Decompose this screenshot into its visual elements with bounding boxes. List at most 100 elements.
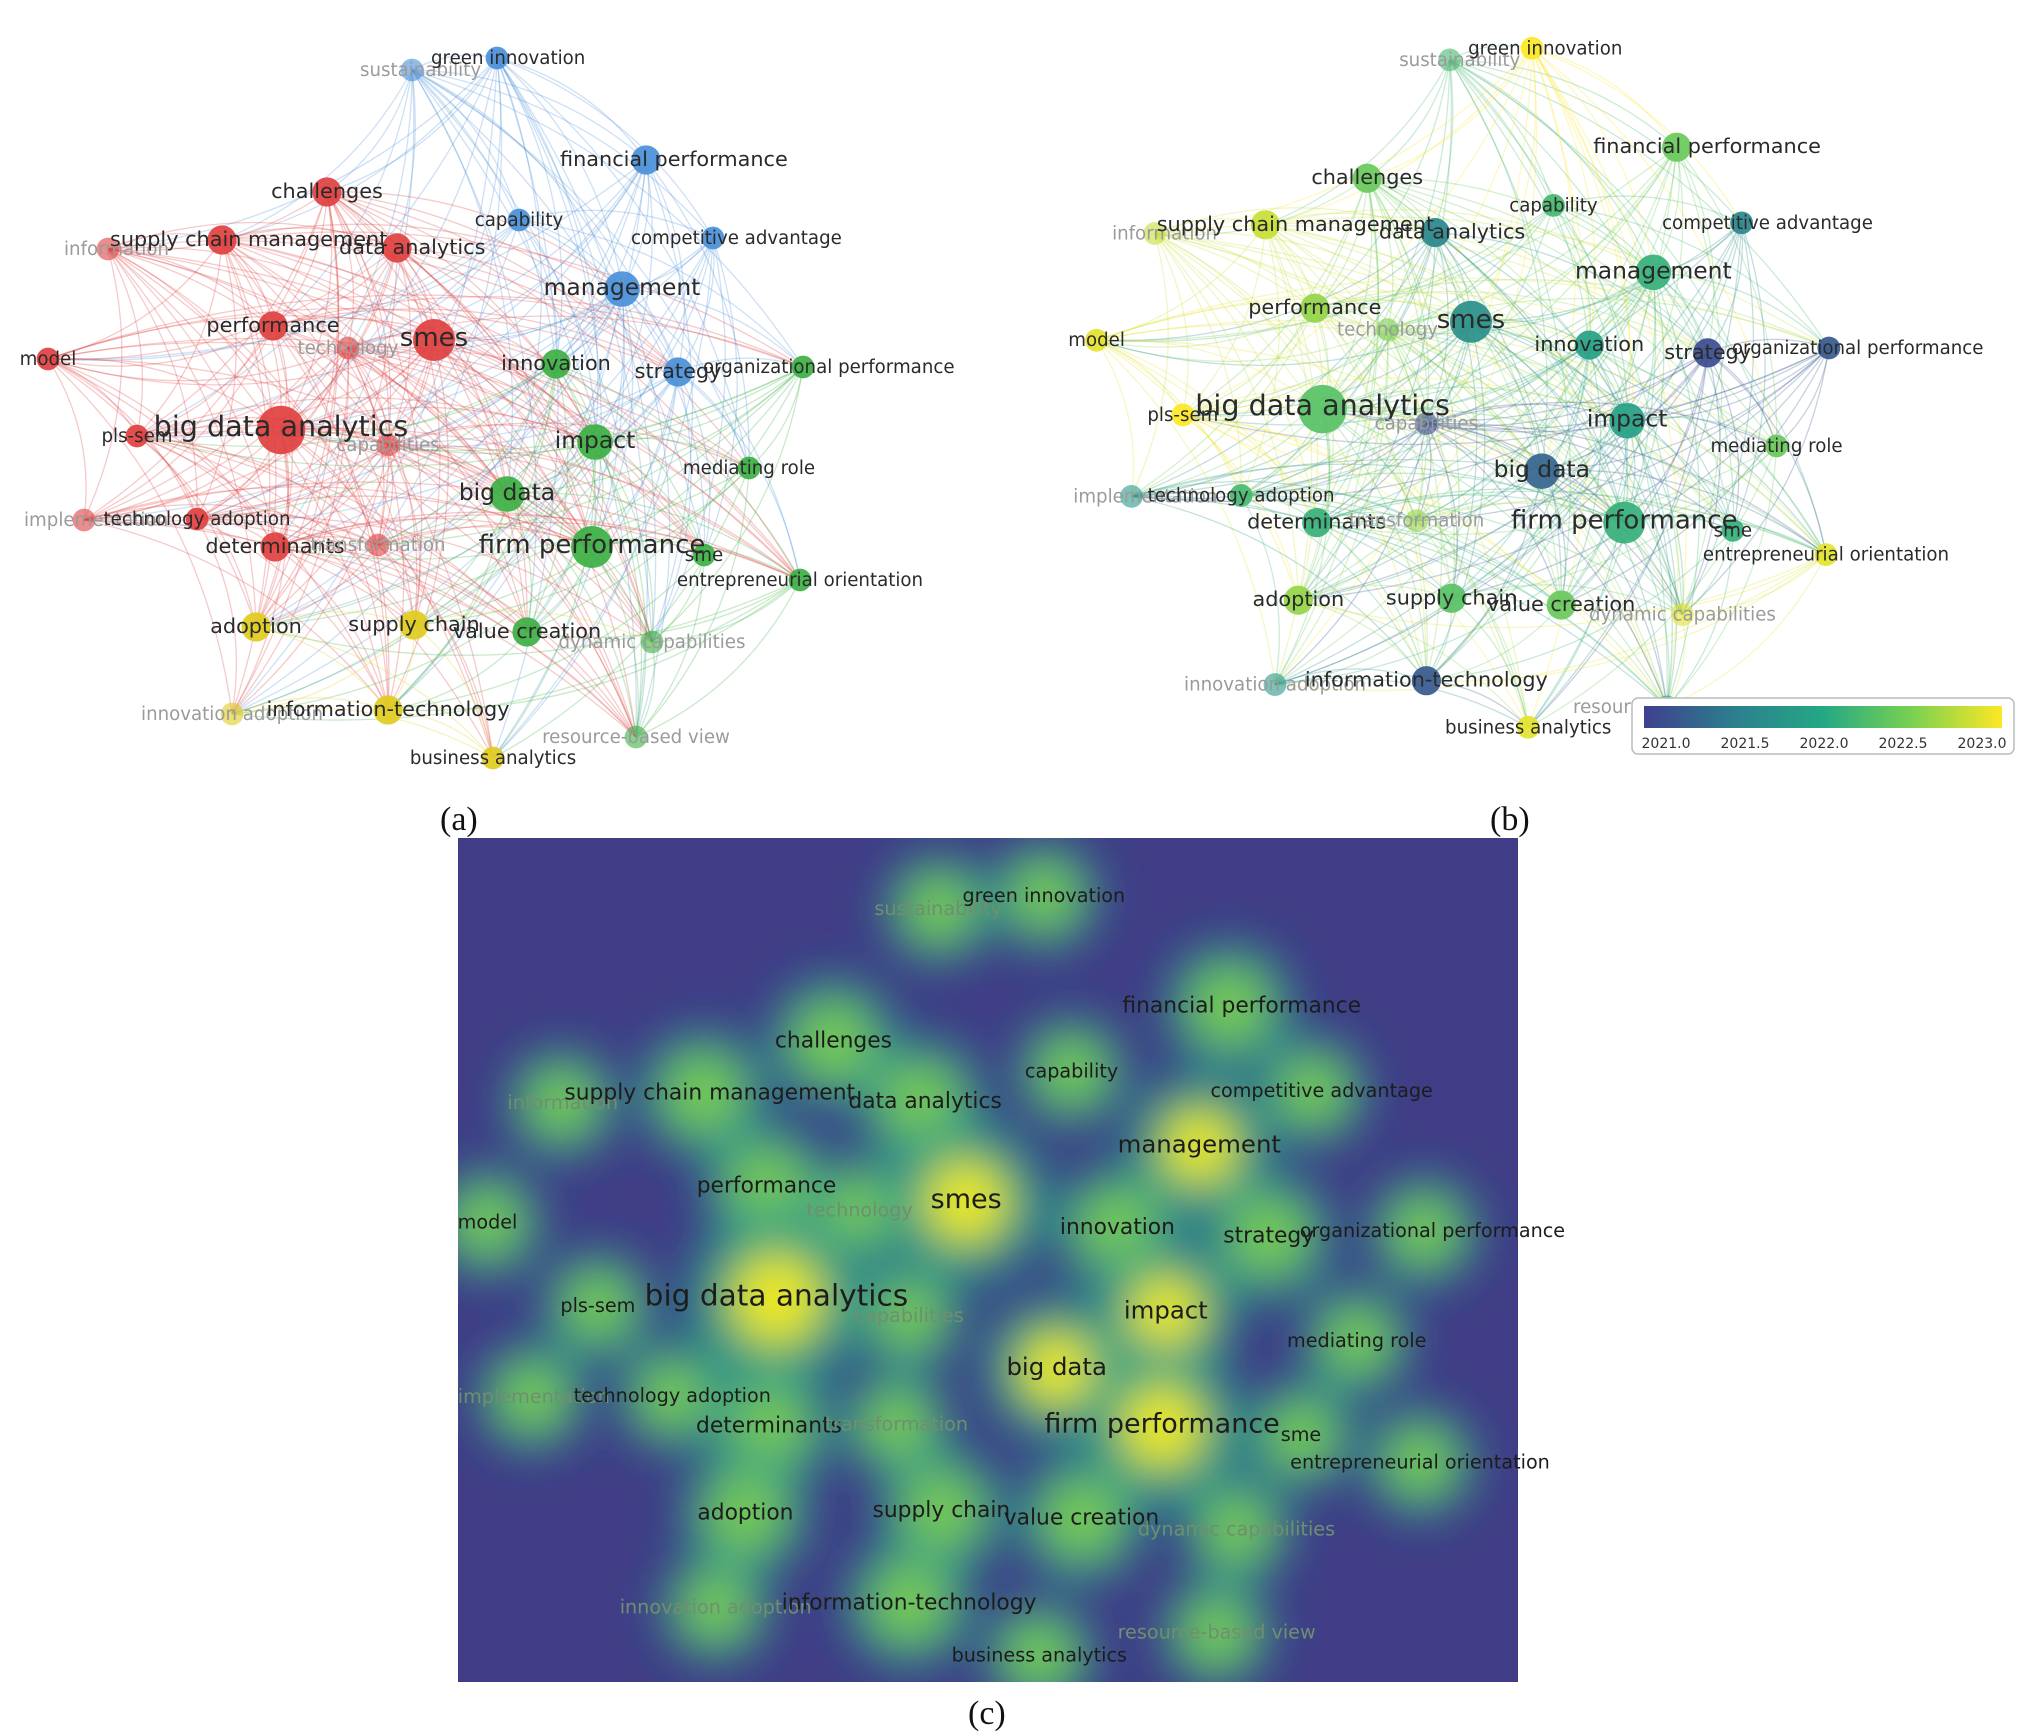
a-node-big-data-analytics (256, 405, 306, 455)
density-core-capability (1036, 1036, 1107, 1107)
b-edge (1182, 347, 1830, 446)
b-edge (1449, 59, 1709, 354)
density-core-competitive-advantage (1277, 1056, 1347, 1126)
b-edge (1314, 204, 1554, 309)
b-label-organizational-performance: organizational performance (1732, 338, 1984, 359)
c-label-competitive-advantage: competitive advantage (1210, 1079, 1432, 1102)
a-edge (255, 441, 596, 628)
b-edge (1623, 272, 1665, 523)
density-core-implementation (497, 1362, 567, 1432)
a-edge (136, 347, 349, 437)
b-edge (1297, 232, 1436, 601)
b-edge (1623, 352, 1709, 524)
a-edge (347, 288, 623, 353)
b-edge (1182, 414, 1453, 599)
a-edge (555, 363, 643, 738)
b-edge (1426, 401, 1777, 447)
b-edge (1387, 329, 1455, 599)
a-edge (387, 288, 623, 711)
a-edge (347, 347, 405, 711)
a-edge (377, 521, 801, 581)
b-edge (1154, 232, 1529, 728)
b-edge (1298, 347, 1830, 601)
a-edge (496, 57, 543, 495)
b-edge (1131, 495, 1427, 682)
a-edge (255, 429, 290, 628)
a-edge (255, 611, 415, 628)
b-edge (1322, 59, 1451, 410)
b-edge (1131, 222, 1743, 498)
b-node-challenges (1352, 163, 1382, 193)
b-edge (1366, 177, 1625, 523)
b-label-sustainability: sustainability (1399, 50, 1520, 71)
b-edge (1451, 445, 1777, 599)
a-edge (280, 429, 653, 643)
density-core-dynamic-capabilities (1201, 1494, 1272, 1565)
density-core-transformation (862, 1389, 932, 1460)
density-core-determinants (728, 1386, 810, 1467)
a-label-pls-sem: pls-sem (101, 426, 172, 447)
b-edge (1707, 352, 1740, 531)
a-edge (496, 57, 623, 290)
b-edge (1274, 677, 1529, 728)
a-edge (377, 544, 494, 759)
a-edge (107, 248, 144, 437)
a-edge (387, 247, 412, 446)
a-edge (221, 239, 271, 715)
a-label-technology-adoption: technology adoption (104, 509, 291, 530)
a-edge (255, 247, 398, 628)
a-edge (83, 347, 349, 521)
density-core-green-innovation (1009, 861, 1079, 931)
b-edge (1274, 352, 1709, 686)
a-edge (347, 347, 705, 556)
a-label-data-analytics: data analytics (339, 235, 485, 259)
b-node-mediating-role (1765, 434, 1788, 458)
a-edge (280, 371, 679, 444)
a-edge (526, 288, 625, 633)
b-edge (1541, 470, 1668, 707)
a-node-implementation (72, 508, 96, 532)
a-edge (413, 624, 494, 759)
density-core-strategy (1228, 1196, 1310, 1277)
b-edge (1265, 216, 1830, 349)
b-edge (1265, 224, 1827, 556)
a-edge (411, 69, 714, 239)
density-core-entrepreneurial-orientation (1385, 1427, 1455, 1498)
a-edge (136, 431, 593, 548)
a-node-competitive-advantage (701, 226, 725, 250)
a-edge (396, 247, 596, 443)
b-edge (1298, 520, 1418, 601)
b-edge (1154, 233, 1189, 416)
b-edge (1316, 521, 1453, 599)
a-edge (411, 69, 750, 469)
b-edge (1154, 232, 1418, 521)
b-edge (1096, 290, 1708, 354)
a-edge (387, 422, 750, 469)
b-edge (1470, 321, 1684, 615)
b-edge (1096, 339, 1427, 681)
b-edge (1131, 307, 1316, 497)
a-label-resource-based-view: resource-based view (542, 727, 730, 748)
a-edge (492, 441, 596, 759)
b-edge (1265, 208, 1654, 273)
a-label-smes: smes (400, 323, 468, 353)
b-label-big-data-analytics: big data analytics (1195, 388, 1450, 422)
b-edge (1322, 407, 1543, 472)
a-edge (47, 307, 679, 373)
b-node-innovation-adoption (1263, 673, 1287, 696)
b-edge (1131, 458, 1827, 556)
c-label-sustainability: sustainability (874, 897, 1002, 920)
a-edge (107, 248, 274, 327)
a-node-sustainability (400, 58, 424, 82)
a-edge (635, 554, 705, 738)
a-edge (280, 363, 557, 434)
a-edge (677, 371, 711, 556)
a-edge (196, 518, 637, 738)
b-node-organizational-performance (1817, 336, 1841, 360)
c-label-determinants: determinants (696, 1413, 842, 1438)
b-edge (1589, 344, 1827, 555)
a-edge (411, 69, 520, 221)
density-core-technology-adoption (637, 1361, 708, 1431)
b-node-data-analytics (1420, 217, 1450, 248)
b-edge (1366, 177, 1460, 599)
